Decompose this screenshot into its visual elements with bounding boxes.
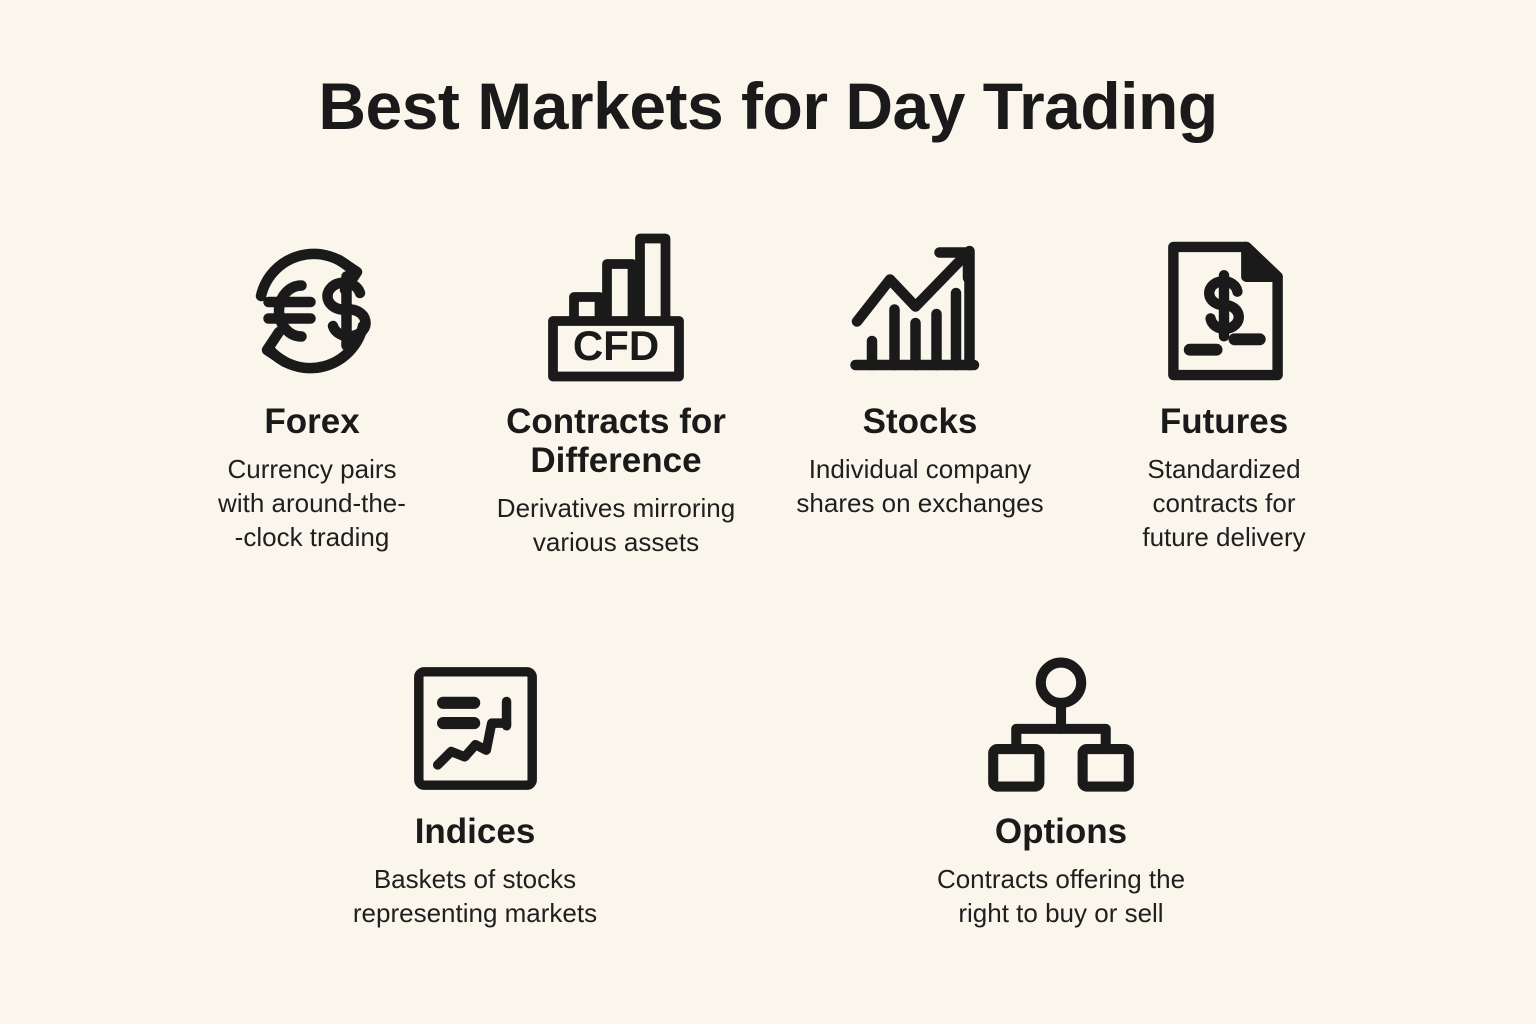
cfd-icon-label: CFD <box>573 322 659 369</box>
card-title-forex: Forex <box>264 402 360 441</box>
card-title-indices: Indices <box>414 812 536 851</box>
page-title: Best Markets for Day Trading <box>318 69 1218 143</box>
cfd-bar-chart-icon: CFD <box>541 218 691 386</box>
card-forex[interactable]: Forex Currency pairs with around-the- -c… <box>182 218 442 555</box>
markets-row-top: Forex Currency pairs with around-the- -c… <box>0 218 1536 560</box>
card-title-options: Options <box>994 812 1128 851</box>
dollar-document-icon <box>1154 218 1294 386</box>
card-options[interactable]: Options Contracts offering the right to … <box>911 628 1211 931</box>
card-indices[interactable]: Indices Baskets of stocks representing m… <box>325 628 625 931</box>
card-desc-cfd: Derivatives mirroring various assets <box>496 493 736 558</box>
card-desc-futures: Standardized contracts for future delive… <box>1142 454 1306 552</box>
growth-chart-arrow-icon <box>845 218 995 386</box>
card-futures[interactable]: Futures Standardized contracts for futur… <box>1094 218 1354 555</box>
card-title-cfd: Contracts for Difference <box>506 402 726 481</box>
card-desc-indices: Baskets of stocks representing markets <box>352 864 598 928</box>
currency-exchange-icon <box>237 218 387 386</box>
card-stocks[interactable]: Stocks Individual company shares on exch… <box>790 218 1050 521</box>
card-desc-options: Contracts offering the right to buy or s… <box>936 864 1186 928</box>
card-title-futures: Futures <box>1159 402 1289 441</box>
framed-line-chart-icon <box>408 628 543 796</box>
card-title-stocks: Stocks <box>862 402 978 441</box>
card-desc-forex: Currency pairs with around-the- -clock t… <box>218 454 406 552</box>
card-desc-stocks: Individual company shares on exchanges <box>796 454 1044 518</box>
hierarchy-branch-icon <box>986 628 1136 796</box>
card-cfd[interactable]: CFD Contracts for Difference Derivatives… <box>486 218 746 560</box>
markets-row-bottom: Indices Baskets of stocks representing m… <box>0 628 1536 931</box>
